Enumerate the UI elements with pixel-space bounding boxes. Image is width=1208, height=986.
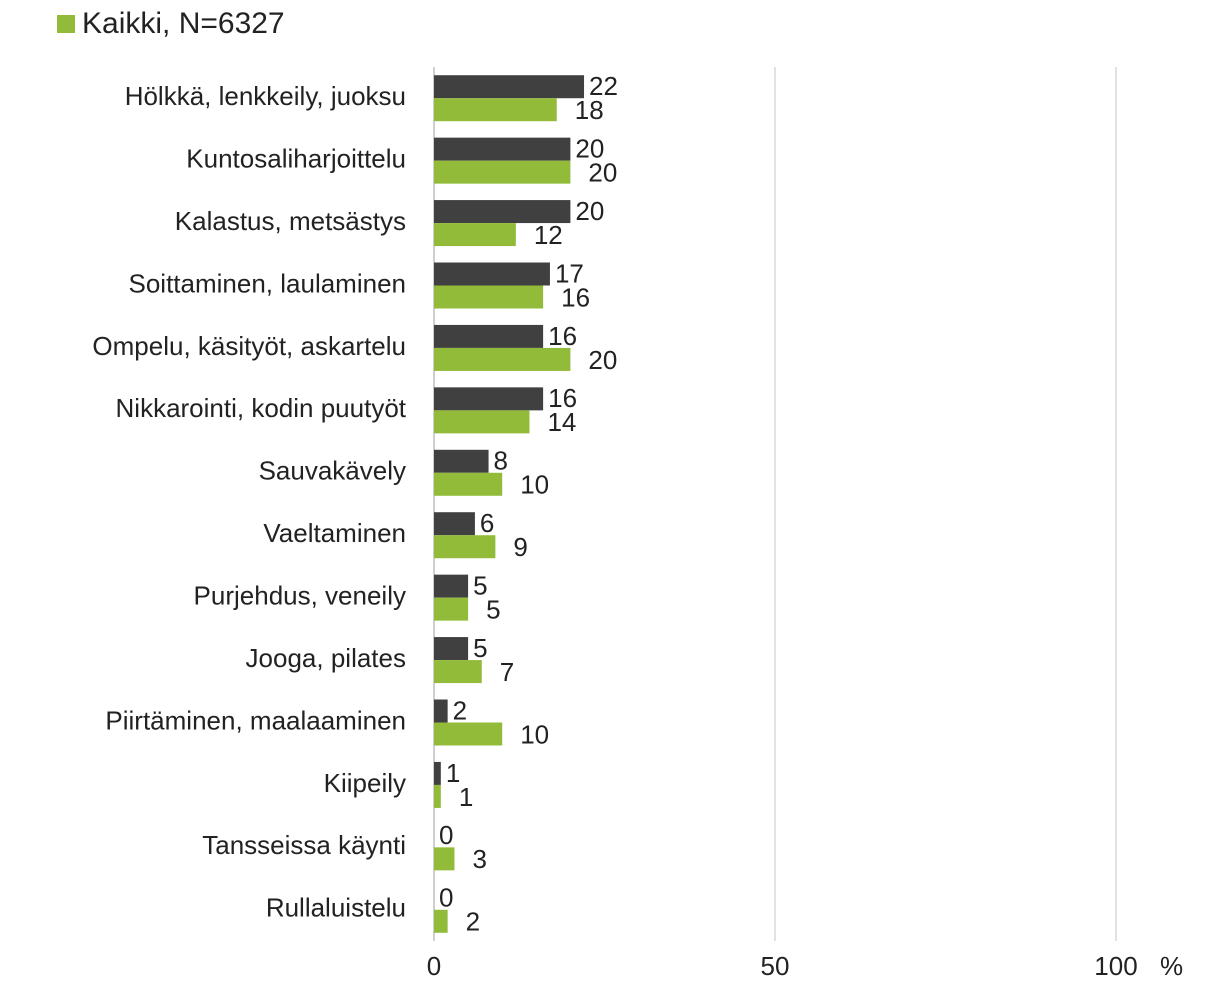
bar xyxy=(434,784,441,808)
value-label: 17 xyxy=(555,258,584,288)
value-label: 20 xyxy=(588,345,617,375)
bar xyxy=(434,387,544,411)
y-tick-label: Kalastus, metsästys xyxy=(175,206,406,236)
y-tick-label: Purjehdus, veneily xyxy=(194,581,406,611)
value-label: 5 xyxy=(486,595,500,625)
bar xyxy=(434,535,496,559)
bar xyxy=(434,699,448,723)
bar xyxy=(434,722,503,746)
value-label: 16 xyxy=(548,383,577,413)
y-tick-label: Nikkarointi, kodin puutyöt xyxy=(116,393,407,423)
value-label: 9 xyxy=(513,532,527,562)
value-label: 3 xyxy=(472,844,486,874)
value-label: 16 xyxy=(561,282,590,312)
value-label: 2 xyxy=(466,907,480,937)
bar xyxy=(434,200,571,224)
bar xyxy=(434,449,489,473)
y-tick-label: Jooga, pilates xyxy=(246,643,406,673)
value-label: 12 xyxy=(534,220,563,250)
bar xyxy=(434,285,544,309)
y-tick-label: Rullaluistelu xyxy=(266,893,406,923)
x-tick-label: 50 xyxy=(761,951,790,981)
value-label: 10 xyxy=(520,470,549,500)
bar xyxy=(434,347,571,371)
bar xyxy=(434,262,550,286)
value-label: 20 xyxy=(575,196,604,226)
bar xyxy=(434,160,571,184)
bar xyxy=(434,223,516,247)
bar xyxy=(434,660,482,684)
bar xyxy=(434,75,585,99)
value-label: 2 xyxy=(453,695,467,725)
value-label: 20 xyxy=(575,134,604,164)
value-label: 14 xyxy=(547,407,576,437)
value-label: 7 xyxy=(500,657,514,687)
legend-swatch xyxy=(57,15,75,33)
value-label: 1 xyxy=(459,782,473,812)
value-label: 0 xyxy=(439,883,453,913)
y-tick-label: Ompelu, käsityöt, askartelu xyxy=(92,331,406,361)
y-tick-label: Soittaminen, laulaminen xyxy=(129,268,407,298)
value-label: 8 xyxy=(494,446,508,476)
y-tick-label: Kuntosaliharjoittelu xyxy=(186,144,406,174)
y-tick-label: Tansseissa käynti xyxy=(202,830,406,860)
y-tick-label: Vaeltaminen xyxy=(263,518,406,548)
bar xyxy=(434,909,448,933)
bar xyxy=(434,472,503,496)
value-label: 18 xyxy=(575,95,604,125)
value-label: 5 xyxy=(473,633,487,663)
bar xyxy=(434,637,469,661)
value-label: 1 xyxy=(446,758,460,788)
value-label: 16 xyxy=(548,321,577,351)
bar xyxy=(434,512,475,536)
bar xyxy=(434,761,441,785)
value-label: 0 xyxy=(439,820,453,850)
legend-label: Kaikki, N=6327 xyxy=(82,7,285,40)
y-tick-label: Hölkkä, lenkkeily, juoksu xyxy=(125,81,406,111)
bar xyxy=(434,410,530,434)
bar xyxy=(434,574,469,598)
value-label: 6 xyxy=(480,508,494,538)
x-axis-label: % xyxy=(1160,951,1183,981)
y-tick-label: Sauvakävely xyxy=(259,456,406,486)
value-label: 5 xyxy=(473,571,487,601)
y-tick-label: Piirtäminen, maalaaminen xyxy=(105,705,406,735)
value-label: 20 xyxy=(588,158,617,188)
value-label: 22 xyxy=(589,71,618,101)
value-label: 10 xyxy=(520,719,549,749)
bar xyxy=(434,847,455,871)
bar xyxy=(434,137,571,161)
bar xyxy=(434,597,469,621)
bar xyxy=(434,98,557,122)
y-tick-label: Kiipeily xyxy=(324,768,406,798)
x-tick-label: 0 xyxy=(427,951,441,981)
x-tick-label: 100 xyxy=(1094,951,1137,981)
bar xyxy=(434,324,544,348)
